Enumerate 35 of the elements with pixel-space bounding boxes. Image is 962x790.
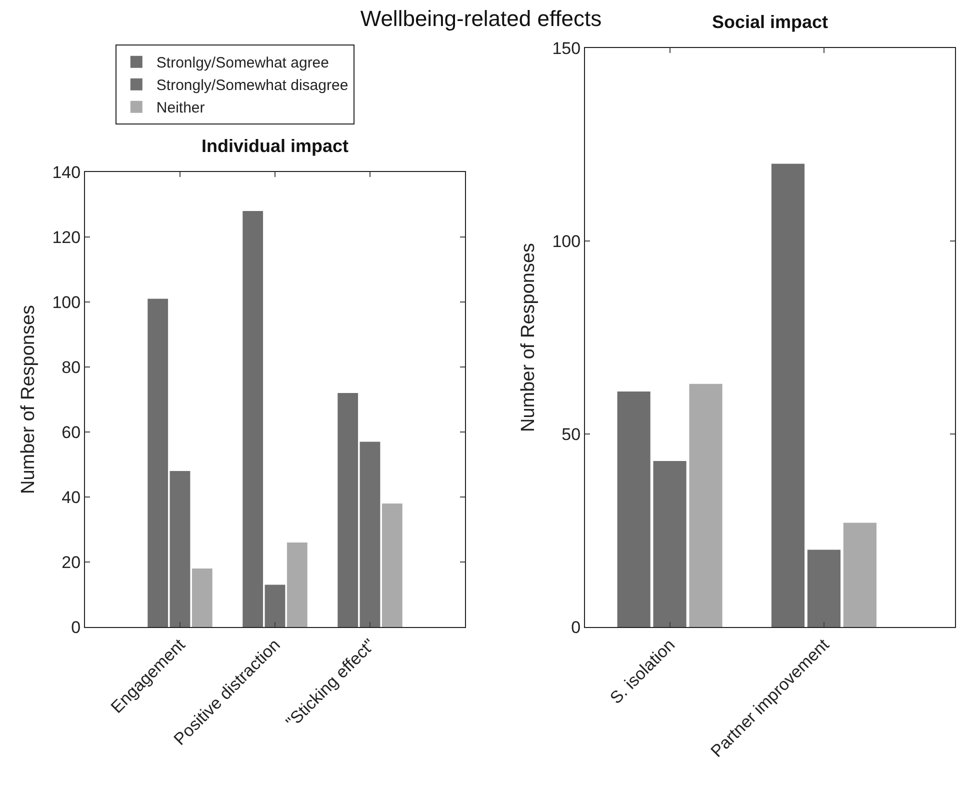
y-tick-label: 100	[552, 232, 581, 251]
y-tick-label: 60	[62, 422, 81, 442]
y-tick-label: 20	[62, 552, 81, 572]
bar	[286, 542, 308, 627]
bar	[653, 461, 686, 627]
chart-title: Individual impact	[201, 136, 349, 156]
y-tick-label: 40	[62, 488, 81, 507]
bar	[264, 584, 286, 627]
bar	[617, 392, 650, 627]
bar	[242, 211, 264, 627]
legend-label: Stronlgy/Somewhat agree	[156, 54, 330, 72]
bar	[807, 550, 841, 627]
bar	[148, 298, 168, 627]
bar	[771, 164, 805, 627]
y-tick-label: 80	[62, 358, 81, 377]
legend-label: Neither	[156, 100, 205, 117]
y-axis-title: Number of Responses	[18, 304, 40, 494]
y-tick-label: 120	[52, 228, 81, 247]
y-tick-label: 0	[71, 618, 81, 637]
bar	[360, 442, 380, 627]
chart-title: Social impact	[712, 12, 828, 32]
bar	[382, 504, 402, 627]
legend-label: Strongly/Somewhat disagree	[156, 77, 348, 94]
bar	[689, 384, 722, 627]
y-axis-title: Number of Responses	[518, 242, 540, 432]
y-tick-label: 140	[52, 162, 81, 182]
bar	[170, 471, 190, 627]
y-tick-label: 150	[552, 38, 581, 58]
bar	[843, 522, 876, 627]
text: Wellbeing-related effects	[360, 6, 602, 31]
bar	[192, 568, 212, 627]
y-tick-label: 0	[571, 618, 581, 637]
y-tick-label: 50	[562, 424, 581, 444]
bar	[338, 393, 358, 627]
y-tick-label: 100	[52, 292, 81, 312]
